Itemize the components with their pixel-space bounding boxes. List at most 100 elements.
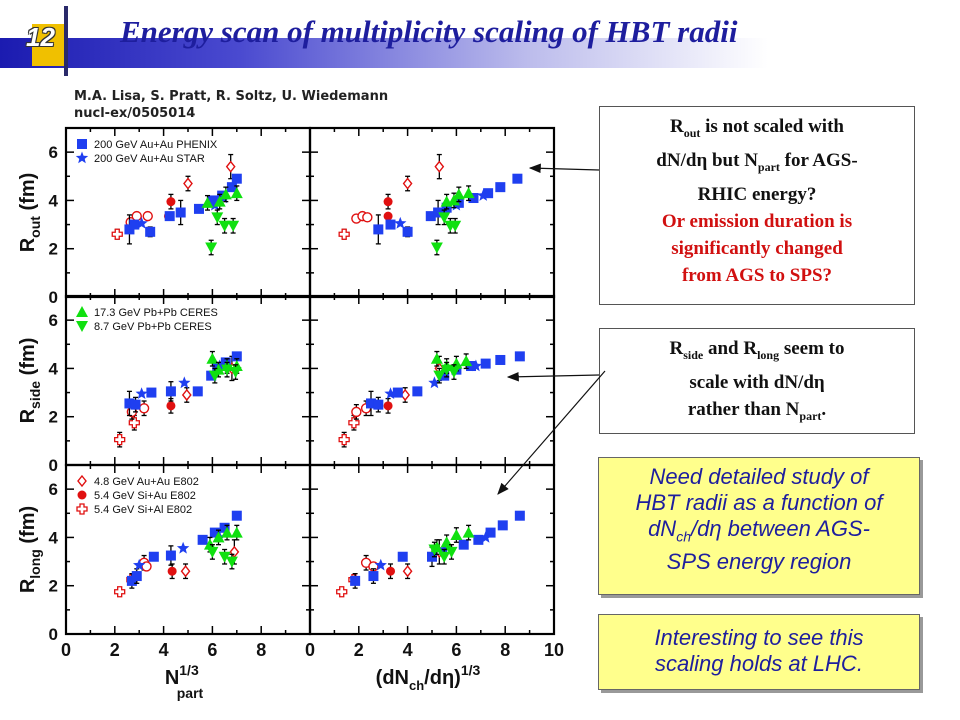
data-point-p2-0 [114, 434, 126, 446]
note-need-study-line3: dNch/dη between AGS- [648, 516, 870, 545]
data-point-p5-18 [479, 530, 492, 543]
note-need-study-line2: HBT radii as a function of [635, 490, 883, 515]
citation: M.A. Lisa, S. Pratt, R. Soltz, U. Wiedem… [74, 88, 388, 122]
legend-label-r0-0: 200 GeV Au+Au PHENIX [94, 139, 218, 151]
data-point-p5-25 [445, 546, 458, 558]
data-point-p2-9 [135, 387, 148, 399]
data-point-p0-10 [135, 216, 148, 229]
data-point-p2-12 [178, 376, 191, 389]
x-tick-label-c1-2: 2 [354, 640, 364, 660]
data-point-p3-9 [384, 387, 397, 399]
legend-marker-r2-2 [76, 503, 88, 515]
data-point-p0-22 [213, 195, 226, 207]
legend-marker-r2-1 [77, 490, 87, 500]
x-tick-label-c0-0: 0 [61, 640, 71, 660]
data-point-p5-16 [497, 520, 508, 531]
data-point-p3-10 [392, 387, 403, 398]
x-tick-label-c1-6: 6 [451, 640, 461, 660]
data-point-p3-17 [495, 354, 506, 365]
data-point-p3-18 [514, 351, 525, 362]
note-rout: Rout is not scaled with dN/dη but Npart … [599, 106, 915, 305]
data-point-p4-12 [176, 541, 190, 554]
note-rside-line1: Rside and Rlong seem to [669, 338, 845, 362]
data-point-p2-8 [130, 399, 141, 410]
data-point-p2-19 [206, 352, 219, 364]
data-point-p1-5 [383, 211, 393, 221]
y-tick-label-r2-6: 6 [49, 480, 58, 499]
note-rout-red1: Or emission duration is [661, 210, 853, 232]
legend-label-r2-1: 5.4 GeV Si+Au E802 [94, 490, 196, 502]
data-point-p1-3 [362, 212, 373, 223]
data-point-p3-8 [373, 399, 384, 410]
note-rside-rlong: Rside and Rlong seem to scale with dN/dη… [599, 328, 915, 434]
note-rout-red3: from AGS to SPS? [681, 264, 833, 286]
data-point-p1-27 [438, 212, 451, 224]
data-point-p5-14 [473, 534, 484, 545]
x-tick-label-c0-2: 2 [110, 640, 120, 660]
data-point-p2-5 [181, 388, 192, 402]
data-point-p3-20 [430, 352, 443, 364]
data-point-p4-8 [131, 571, 142, 582]
data-point-p5-20 [440, 536, 453, 548]
data-point-p1-7 [434, 160, 445, 173]
data-point-p4-16 [231, 510, 242, 521]
legend-label-r2-0: 4.8 GeV Au+Au E802 [94, 476, 199, 488]
data-point-p0-27 [218, 220, 231, 232]
data-point-p1-12 [425, 211, 436, 222]
data-point-p1-23 [447, 194, 460, 206]
data-point-p5-9 [374, 558, 387, 571]
x-tick-label-c0-8: 8 [256, 640, 266, 660]
data-point-p4-22 [206, 546, 219, 558]
data-point-p5-8 [368, 571, 379, 582]
data-point-p3-11 [412, 386, 423, 397]
data-point-p0-18 [231, 173, 242, 184]
data-point-p2-1 [128, 417, 140, 429]
y-tick-label-r0-0: 0 [49, 288, 58, 307]
data-point-p1-13 [433, 207, 444, 218]
data-point-p1-15 [453, 197, 464, 208]
title-bar [0, 38, 960, 68]
note-rside-line2: scale with dN/dη [689, 371, 825, 393]
data-point-p2-25 [229, 367, 242, 379]
x-tick-label-c1-0: 0 [305, 640, 315, 660]
hbt-chart: 0 2 4 6 Rout (fm) 0 2 4 6 Rside (fm) 0 2 4 6 Rlong (fm… [17, 126, 564, 701]
data-point-p2-13 [192, 386, 203, 397]
data-point-p0-14 [193, 203, 204, 214]
y-tick-label-r0-4: 4 [49, 191, 59, 210]
legend-marker-r0-0 [77, 139, 87, 149]
data-point-p0-9 [129, 219, 140, 230]
data-point-p0-13 [175, 207, 186, 218]
note-need-study: Need detailed study of HBT radii as a fu… [598, 457, 920, 595]
data-point-p3-1 [348, 417, 360, 429]
row-label-0: Rout (fm) [17, 173, 43, 253]
y-tick-label-r1-6: 6 [49, 311, 58, 330]
note-rout-line2: dN/dη but Npart for AGS- [656, 149, 858, 174]
x-tick-label-c0-4: 4 [159, 640, 169, 660]
data-point-p4-21 [230, 526, 243, 538]
y-tick-label-r0-6: 6 [49, 143, 58, 162]
note-lhc: Interesting to see this scaling holds at… [598, 614, 920, 690]
legend-label-r0-1: 200 GeV Au+Au STAR [94, 153, 205, 165]
data-point-p0-7 [225, 160, 236, 173]
legend-marker-r1-0 [76, 306, 88, 317]
data-point-p0-12 [164, 211, 175, 222]
data-point-p3-24 [433, 370, 446, 382]
data-point-p2-7 [124, 398, 135, 409]
title-bar-accent [32, 24, 68, 66]
data-point-p0-6 [183, 177, 193, 190]
data-point-p4-9 [133, 558, 146, 571]
x-tick-label-c0-6: 6 [207, 640, 217, 660]
data-point-p2-4 [166, 401, 176, 411]
data-point-p5-21 [450, 529, 463, 541]
data-point-p3-12 [428, 376, 441, 389]
data-point-p1-29 [449, 220, 462, 232]
data-point-p0-15 [207, 195, 218, 206]
data-point-p0-3 [142, 210, 153, 222]
data-point-p1-25 [462, 187, 475, 199]
data-point-p4-15 [219, 522, 230, 533]
data-point-p0-17 [226, 182, 237, 193]
y-tick-label-r1-2: 2 [49, 408, 58, 427]
data-point-p1-17 [483, 188, 494, 199]
data-point-p5-15 [485, 527, 496, 538]
data-point-p3-19 [469, 359, 483, 372]
